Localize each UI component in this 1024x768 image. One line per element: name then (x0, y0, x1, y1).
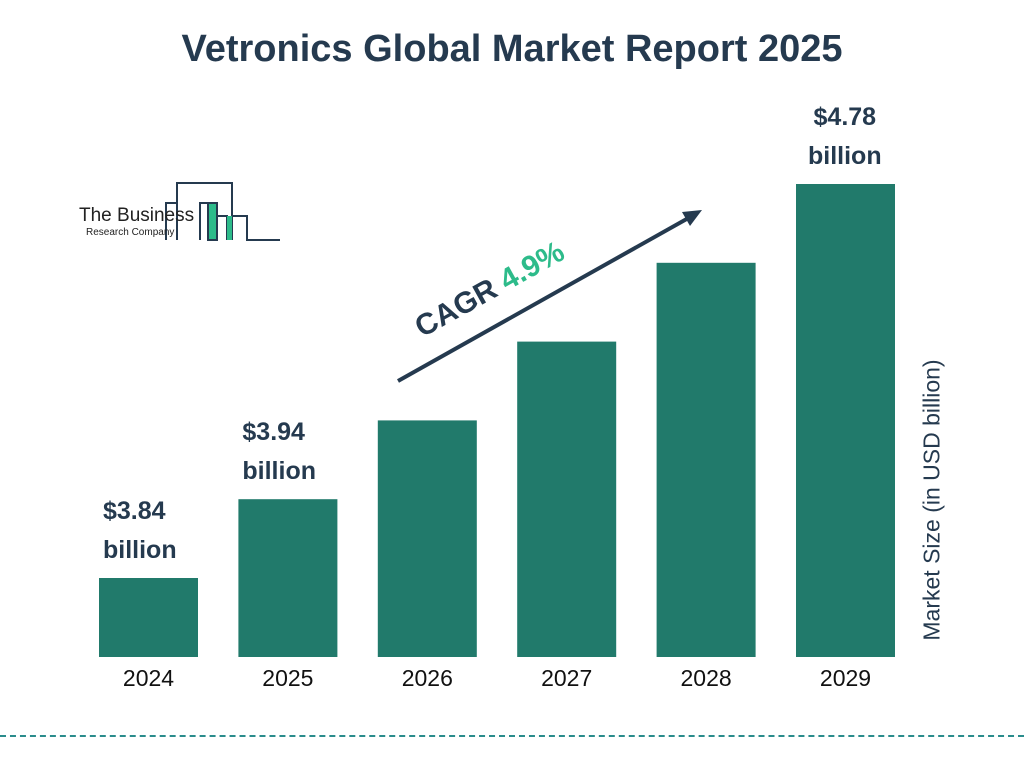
bar-2029 (796, 184, 895, 657)
data-label-unit: billion (103, 536, 177, 564)
logo-line2: Research Company (86, 227, 175, 238)
x-tick-label: 2026 (401, 665, 453, 691)
cagr-arrow-head-icon (682, 210, 702, 226)
data-label-2024: $3.84 billion (103, 492, 177, 570)
x-tick-label: 2024 (122, 665, 175, 691)
bar-2028 (656, 262, 756, 657)
bar-2027 (517, 341, 617, 657)
data-label-value: $3.94 (242, 418, 305, 447)
logo-buildings-icon (165, 182, 280, 241)
y-axis-label: Market Size (in USD billion) (918, 359, 945, 641)
x-tick-label: 2027 (541, 665, 593, 691)
bar-2024 (99, 578, 198, 657)
x-tick-label: 2029 (819, 665, 872, 691)
data-label-unit: billion (808, 142, 882, 170)
bar-2026 (377, 420, 477, 657)
data-label-2029: $4.78 billion (808, 98, 882, 176)
data-label-2025: $3.94 billion (242, 413, 316, 491)
x-tick-label: 2025 (262, 665, 314, 691)
data-label-value: $3.84 (103, 497, 166, 525)
chart-title: Vetronics Global Market Report 2025 (181, 28, 843, 70)
x-tick-label: 2028 (680, 665, 732, 691)
cagr-arrow-line (397, 214, 693, 383)
bar-2025 (238, 499, 338, 657)
footer-divider (0, 735, 1024, 737)
data-label-unit: billion (242, 457, 316, 486)
data-label-value: $4.78 (813, 103, 877, 131)
logo-line1: The Business (79, 205, 195, 226)
company-logo: The Business Research Company (70, 175, 290, 250)
